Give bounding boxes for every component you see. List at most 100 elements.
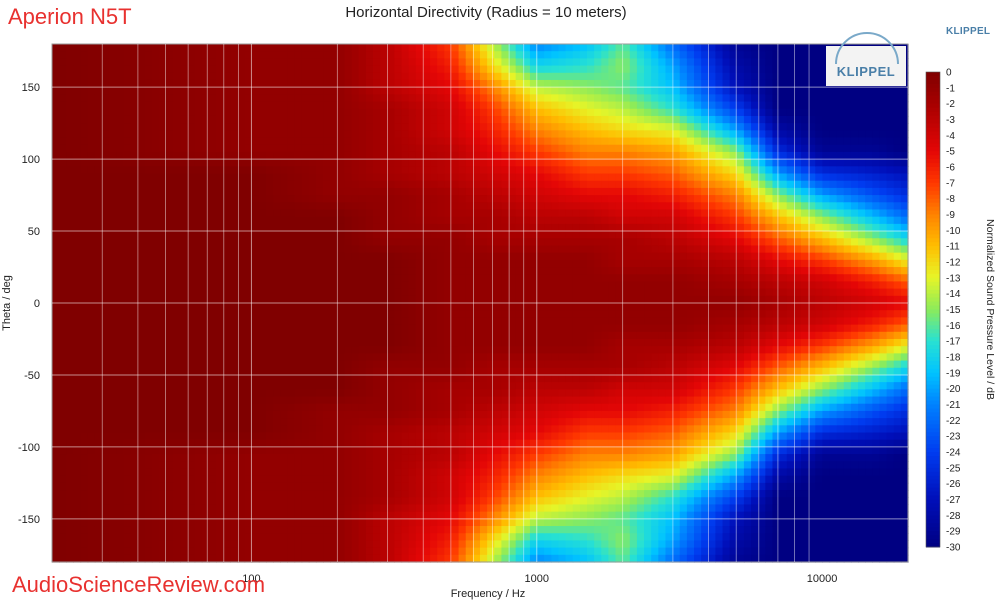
heatmap-cell bbox=[130, 51, 139, 59]
heatmap-cell bbox=[116, 367, 124, 376]
heatmap-cell bbox=[472, 209, 481, 218]
heatmap-cell bbox=[380, 432, 388, 441]
heatmap-cell bbox=[52, 432, 60, 441]
heatmap-cell bbox=[323, 526, 331, 534]
heatmap-cell bbox=[94, 360, 103, 369]
heatmap-cell bbox=[258, 497, 267, 506]
heatmap-cell bbox=[373, 238, 381, 247]
heatmap-cell bbox=[194, 518, 203, 527]
heatmap-cell bbox=[109, 324, 117, 333]
heatmap-cell bbox=[87, 446, 96, 455]
heatmap-cell bbox=[522, 504, 531, 513]
heatmap-cell bbox=[266, 482, 274, 491]
heatmap-cell bbox=[251, 324, 260, 333]
heatmap-cell bbox=[451, 209, 460, 218]
heatmap-cell bbox=[159, 554, 167, 563]
heatmap-cell bbox=[373, 166, 381, 175]
heatmap-cell bbox=[373, 468, 381, 477]
heatmap-cell bbox=[208, 44, 217, 52]
heatmap-cell bbox=[87, 58, 96, 67]
heatmap-cell bbox=[444, 418, 453, 426]
heatmap-cell bbox=[223, 245, 231, 254]
heatmap-cell bbox=[508, 144, 517, 153]
heatmap-cell bbox=[444, 209, 453, 218]
heatmap-cell bbox=[287, 288, 296, 297]
heatmap-cell bbox=[522, 123, 531, 131]
heatmap-cell bbox=[151, 482, 160, 491]
heatmap-cell bbox=[216, 338, 224, 347]
heatmap-cell bbox=[394, 446, 403, 455]
heatmap-cell bbox=[323, 518, 331, 527]
heatmap-cell bbox=[522, 238, 531, 247]
heatmap-cell bbox=[394, 123, 403, 131]
heatmap-cell bbox=[187, 151, 196, 160]
heatmap-cell bbox=[251, 44, 260, 52]
heatmap-cell bbox=[422, 353, 431, 362]
heatmap-cell bbox=[465, 374, 474, 383]
heatmap-cell bbox=[187, 115, 196, 124]
heatmap-cell bbox=[522, 353, 531, 362]
heatmap-cell bbox=[358, 432, 367, 441]
heatmap-cell bbox=[394, 367, 403, 376]
heatmap-cell bbox=[301, 231, 310, 239]
heatmap-cell bbox=[80, 159, 89, 167]
heatmap-cell bbox=[80, 123, 89, 131]
heatmap-cell bbox=[401, 490, 410, 498]
heatmap-cell bbox=[487, 151, 495, 160]
heatmap-cell bbox=[73, 65, 82, 74]
heatmap-cell bbox=[301, 461, 310, 470]
heatmap-cell bbox=[401, 108, 410, 117]
heatmap-cell bbox=[494, 310, 502, 318]
heatmap-cell bbox=[273, 209, 281, 218]
heatmap-cell bbox=[101, 425, 110, 434]
heatmap-cell bbox=[187, 346, 196, 354]
heatmap-cell bbox=[401, 482, 410, 491]
heatmap-cell bbox=[373, 389, 381, 398]
heatmap-cell bbox=[80, 195, 89, 203]
heatmap-cell bbox=[422, 259, 431, 268]
heatmap-cell bbox=[137, 410, 146, 419]
heatmap-cell bbox=[315, 180, 324, 189]
heatmap-cell bbox=[344, 389, 353, 398]
heatmap-cell bbox=[408, 267, 417, 275]
heatmap-cell bbox=[201, 533, 210, 542]
heatmap-cell bbox=[137, 331, 146, 340]
heatmap-cell bbox=[529, 533, 538, 542]
heatmap-cell bbox=[80, 511, 89, 520]
heatmap-cell bbox=[437, 504, 445, 513]
heatmap-cell bbox=[116, 65, 124, 74]
heatmap-cell bbox=[230, 346, 239, 354]
heatmap-cell bbox=[430, 403, 438, 412]
heatmap-cell bbox=[123, 245, 132, 254]
heatmap-cell bbox=[415, 475, 424, 484]
heatmap-cell bbox=[508, 490, 517, 498]
heatmap-cell bbox=[408, 360, 417, 369]
heatmap-cell bbox=[166, 281, 174, 290]
heatmap-cell bbox=[144, 461, 153, 470]
heatmap-cell bbox=[444, 454, 453, 462]
heatmap-cell bbox=[87, 526, 96, 534]
heatmap-cell bbox=[494, 238, 502, 247]
heatmap-cell bbox=[187, 108, 196, 117]
heatmap-cell bbox=[244, 439, 253, 448]
heatmap-cell bbox=[294, 518, 303, 527]
heatmap-cell bbox=[315, 425, 324, 434]
heatmap-cell bbox=[365, 353, 374, 362]
heatmap-cell bbox=[73, 223, 82, 232]
heatmap-cell bbox=[408, 51, 417, 59]
heatmap-cell bbox=[194, 418, 203, 426]
heatmap-cell bbox=[430, 511, 438, 520]
heatmap-cell bbox=[422, 202, 431, 211]
heatmap-cell bbox=[166, 195, 174, 203]
heatmap-cell bbox=[73, 475, 82, 484]
heatmap-cell bbox=[472, 180, 481, 189]
heatmap-cell bbox=[451, 439, 460, 448]
heatmap-cell bbox=[194, 115, 203, 124]
heatmap-cell bbox=[166, 432, 174, 441]
heatmap-cell bbox=[422, 252, 431, 261]
heatmap-cell bbox=[344, 554, 353, 563]
heatmap-cell bbox=[273, 425, 281, 434]
heatmap-cell bbox=[472, 547, 481, 556]
heatmap-cell bbox=[73, 144, 82, 153]
heatmap-cell bbox=[365, 94, 374, 103]
